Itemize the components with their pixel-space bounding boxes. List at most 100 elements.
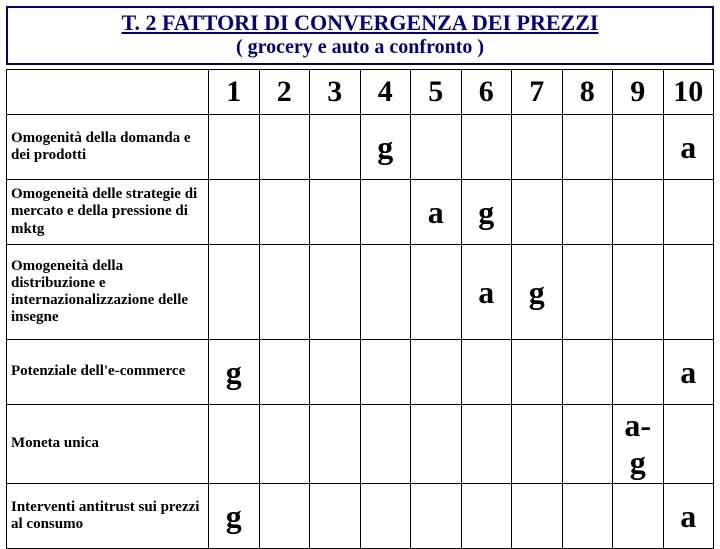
cell: a — [663, 484, 714, 549]
cell — [562, 245, 613, 340]
row-label: Interventi antitrust sui prezzi al consu… — [7, 484, 209, 549]
col-9: 9 — [613, 70, 664, 115]
row-label: Omogenità della domanda e dei prodotti — [7, 115, 209, 180]
mark: g — [478, 194, 494, 230]
cell — [360, 484, 411, 549]
cell: g — [360, 115, 411, 180]
col-10: 10 — [663, 70, 714, 115]
title-box: T. 2 FATTORI DI CONVERGENZA DEI PREZZI (… — [6, 6, 714, 65]
cell — [411, 115, 462, 180]
mark: a — [680, 129, 696, 165]
cell — [411, 340, 462, 405]
table-row: Omogeneità della distribuzione e interna… — [7, 245, 714, 340]
cell — [360, 180, 411, 245]
col-5: 5 — [411, 70, 462, 115]
cell — [562, 180, 613, 245]
cell — [461, 115, 512, 180]
cell — [613, 180, 664, 245]
mark: a — [680, 498, 696, 534]
cell — [663, 405, 714, 484]
cell — [613, 484, 664, 549]
col-6: 6 — [461, 70, 512, 115]
cell — [461, 484, 512, 549]
col-7: 7 — [512, 70, 563, 115]
cell: a — [411, 180, 462, 245]
cell — [209, 180, 260, 245]
mark: a — [428, 194, 444, 230]
mark: g — [226, 354, 242, 390]
header-row: 1 2 3 4 5 6 7 8 9 10 — [7, 70, 714, 115]
cell — [209, 245, 260, 340]
cell — [259, 340, 310, 405]
cell — [663, 245, 714, 340]
col-2: 2 — [259, 70, 310, 115]
title-line1: T. 2 FATTORI DI CONVERGENZA DEI PREZZI — [12, 10, 708, 36]
cell: g — [461, 180, 512, 245]
row-label: Moneta unica — [7, 405, 209, 484]
cell: a-g — [613, 405, 664, 484]
cell — [613, 340, 664, 405]
cell — [411, 405, 462, 484]
cell — [209, 115, 260, 180]
col-1: 1 — [209, 70, 260, 115]
cell — [310, 340, 361, 405]
cell — [259, 245, 310, 340]
cell: g — [209, 340, 260, 405]
title-line2: ( grocery e auto a confronto ) — [12, 36, 708, 59]
cell: a — [663, 115, 714, 180]
cell — [461, 405, 512, 484]
cell — [613, 245, 664, 340]
mark: g — [529, 274, 545, 310]
cell — [259, 405, 310, 484]
mark: a — [680, 354, 696, 390]
cell — [512, 484, 563, 549]
cell: g — [209, 484, 260, 549]
col-3: 3 — [310, 70, 361, 115]
table-body: Omogenità della domanda e dei prodottiga… — [7, 115, 714, 549]
cell — [562, 340, 613, 405]
factors-table: 1 2 3 4 5 6 7 8 9 10 Omogenità della dom… — [6, 69, 714, 549]
row-label: Potenziale dell'e-commerce — [7, 340, 209, 405]
cell — [613, 115, 664, 180]
row-label: Omogeneità della distribuzione e interna… — [7, 245, 209, 340]
table-row: Interventi antitrust sui prezzi al consu… — [7, 484, 714, 549]
cell — [411, 484, 462, 549]
cell — [512, 115, 563, 180]
cell — [209, 405, 260, 484]
col-4: 4 — [360, 70, 411, 115]
cell — [310, 484, 361, 549]
mark: g — [377, 129, 393, 165]
col-8: 8 — [562, 70, 613, 115]
cell — [310, 405, 361, 484]
cell — [562, 115, 613, 180]
cell: g — [512, 245, 563, 340]
cell — [562, 484, 613, 549]
cell — [562, 405, 613, 484]
table-row: Potenziale dell'e-commerce g a — [7, 340, 714, 405]
cell — [411, 245, 462, 340]
cell — [360, 245, 411, 340]
cell — [310, 115, 361, 180]
title-underlined: T. 2 FATTORI DI CONVERGENZA DEI PREZZI — [122, 10, 599, 35]
row-label: Omogeneità delle strategie di mercato e … — [7, 180, 209, 245]
cell — [360, 340, 411, 405]
cell — [259, 115, 310, 180]
corner-cell — [7, 70, 209, 115]
table-row: Omogenità della domanda e dei prodotti g a — [7, 115, 714, 180]
cell — [512, 340, 563, 405]
cell — [512, 405, 563, 484]
cell — [663, 180, 714, 245]
cell: a — [461, 245, 512, 340]
table-row: Moneta unica a-g — [7, 405, 714, 484]
cell — [360, 405, 411, 484]
cell — [259, 180, 310, 245]
cell — [461, 340, 512, 405]
cell: a — [663, 340, 714, 405]
mark: a — [478, 274, 494, 310]
mark: a-g — [624, 407, 651, 480]
cell — [310, 245, 361, 340]
cell — [310, 180, 361, 245]
cell — [259, 484, 310, 549]
cell — [512, 180, 563, 245]
table-row: Omogeneità delle strategie di mercato e … — [7, 180, 714, 245]
